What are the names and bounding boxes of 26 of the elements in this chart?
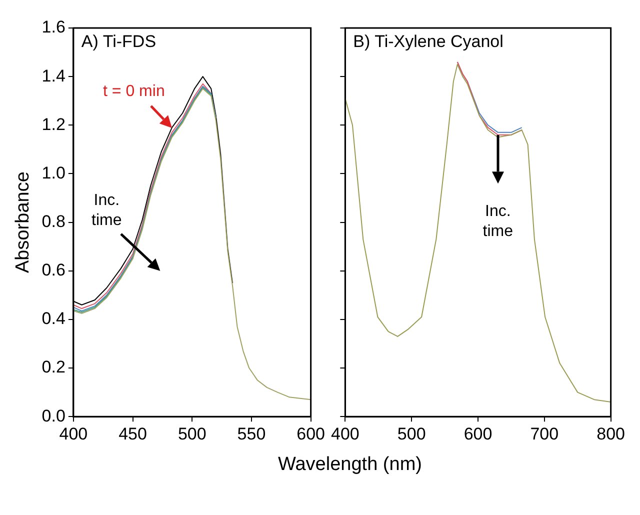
x-tick-label: 700 [530, 424, 559, 444]
x-tick-label: 450 [118, 424, 147, 444]
x-tick-label: 500 [397, 424, 426, 444]
y-tick-label: 0.6 [42, 260, 66, 280]
chart-title: A) Ti-FDS [81, 32, 156, 52]
y-tick-label: 1.2 [42, 114, 66, 134]
annotation: t = 0 min [102, 82, 166, 102]
x-tick-label: 600 [464, 424, 492, 444]
annotation: Inc. time [482, 202, 514, 242]
text: 1.0 [42, 163, 66, 182]
y-tick-label: 0.8 [42, 212, 66, 231]
x-axis-title: Wavelength (nm) [277, 454, 423, 476]
y-tick-label: 0.4 [42, 309, 66, 328]
x-tick-label: 400 [330, 424, 360, 444]
y-axis-title: Absorbance [12, 172, 34, 274]
text: 0.0 [42, 406, 66, 426]
x-tick-label: 800 [596, 424, 626, 444]
x-tick-label: 550 [237, 424, 266, 444]
x-tick-label: 500 [178, 424, 206, 444]
y-tick-label: 0.2 [42, 358, 66, 377]
x-tick-label: 600 [296, 424, 326, 444]
chart-title: B) Ti-Xylene Cyanol [353, 32, 504, 52]
x-tick-label: 400 [59, 424, 88, 444]
annotation: Inc. time [90, 190, 123, 231]
y-tick-label: 1.6 [42, 18, 66, 37]
y-tick-label: 1.4 [42, 66, 66, 86]
